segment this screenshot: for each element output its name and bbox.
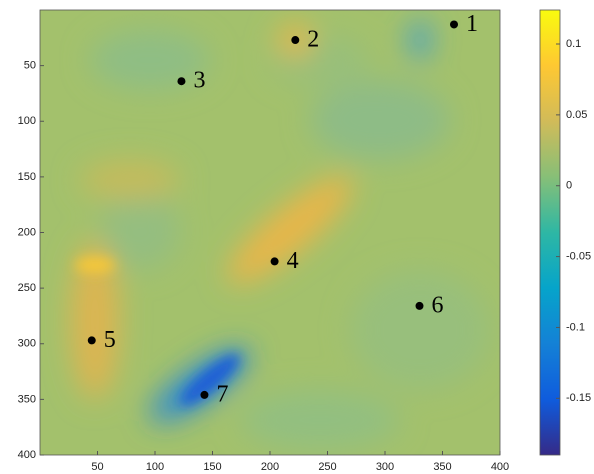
point-label: 1 <box>466 11 478 37</box>
y-tick-label: 300 <box>18 338 36 350</box>
point <box>177 77 186 86</box>
colorbar-tick-label: -0.15 <box>566 392 591 404</box>
colorbar-tick-label: 0 <box>566 180 572 192</box>
y-tick-label: 200 <box>18 226 36 238</box>
y-tick-label: 400 <box>18 449 36 461</box>
x-tick-label: 150 <box>203 461 221 473</box>
heatmap-field <box>40 10 500 455</box>
x-tick-label: 50 <box>91 461 103 473</box>
x-tick-label: 400 <box>491 461 509 473</box>
y-tick-label: 50 <box>24 60 36 72</box>
y-tick-label: 250 <box>18 282 36 294</box>
colorbar <box>539 9 561 456</box>
point-label: 7 <box>216 381 228 407</box>
colorbar-tick-label: -0.05 <box>566 250 591 262</box>
x-tick-label: 300 <box>376 461 394 473</box>
colorbar-tick-label: 0.05 <box>566 109 587 121</box>
point-label: 6 <box>432 292 444 318</box>
x-tick-label: 250 <box>318 461 336 473</box>
x-tick-label: 100 <box>146 461 164 473</box>
point <box>450 20 458 29</box>
x-tick-label: 350 <box>433 461 451 473</box>
point-label: 4 <box>287 248 299 274</box>
point <box>87 336 96 345</box>
point <box>200 390 209 399</box>
colorbar-tick-label: -0.1 <box>566 321 585 333</box>
y-tick-label: 350 <box>18 393 36 405</box>
point <box>270 257 279 266</box>
y-tick-label: 150 <box>18 171 36 183</box>
point <box>415 301 424 310</box>
point-label: 3 <box>193 68 205 94</box>
colorbar-tick-label: 0.1 <box>566 38 581 50</box>
y-tick-label: 100 <box>18 115 36 127</box>
x-tick-label: 200 <box>261 461 279 473</box>
point <box>291 36 300 45</box>
point-label: 2 <box>307 27 319 53</box>
point-label: 5 <box>104 327 116 353</box>
